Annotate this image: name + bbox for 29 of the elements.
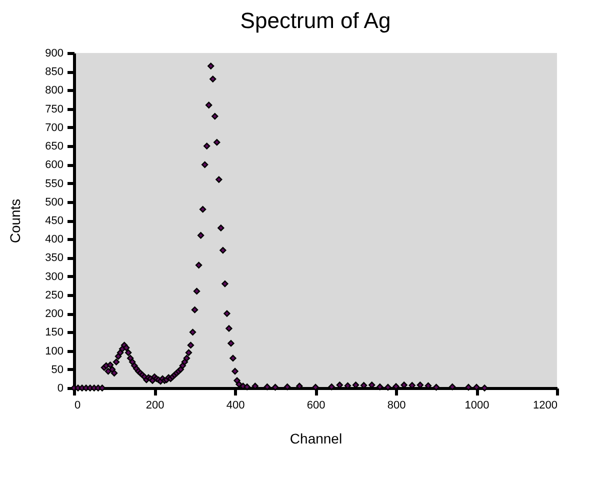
y-tick-label: 250: [45, 289, 64, 302]
y-tick-label: 100: [45, 345, 64, 358]
y-tick-label: 650: [45, 140, 64, 153]
x-tick-label: 800: [387, 400, 406, 412]
y-tick-label: 50: [51, 364, 64, 376]
y-tick-label: 900: [45, 48, 64, 60]
chart-title: Spectrum of Ag: [240, 8, 391, 33]
x-tick-label: 1000: [464, 400, 490, 412]
y-axis-title: Counts: [7, 198, 24, 244]
y-tick-label: 700: [45, 122, 64, 134]
x-tick-label: 400: [226, 400, 245, 412]
x-tick-label: 200: [146, 400, 164, 412]
x-axis-title: Channel: [290, 430, 342, 446]
y-tick-label: 600: [45, 159, 64, 172]
x-tick-label: 1200: [533, 400, 558, 412]
y-tick-label: 350: [45, 252, 64, 264]
y-tick-label: 150: [45, 326, 64, 339]
y-tick-label: 400: [45, 234, 64, 246]
y-tick-label: 0: [57, 382, 64, 394]
y-tick-label: 850: [45, 66, 64, 78]
y-tick-label: 800: [45, 84, 64, 97]
y-tick-label: 550: [45, 178, 64, 190]
y-tick-label: 200: [45, 308, 64, 320]
y-tick-label: 300: [45, 270, 64, 283]
y-tick-label: 750: [45, 103, 64, 116]
x-tick-label: 0: [74, 400, 81, 412]
x-tick-label: 600: [306, 400, 326, 412]
y-tick-label: 450: [45, 215, 64, 227]
y-tick-label: 500: [45, 196, 64, 208]
